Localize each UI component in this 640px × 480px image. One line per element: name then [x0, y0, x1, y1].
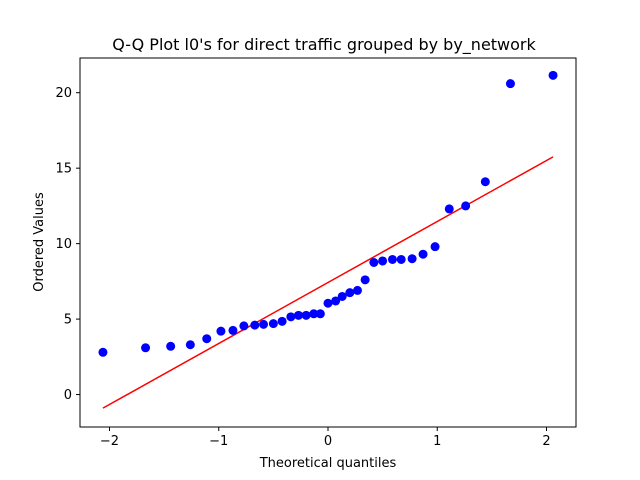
- data-point: [294, 310, 304, 320]
- data-point: [387, 254, 397, 264]
- data-point: [396, 254, 406, 264]
- data-point: [360, 275, 370, 285]
- x-tick-label: 0: [324, 434, 332, 449]
- data-point: [323, 298, 333, 308]
- y-tick-label: 20: [55, 86, 72, 101]
- data-point: [309, 309, 319, 319]
- x-axis-label: Theoretical quantiles: [259, 456, 397, 471]
- data-point: [378, 256, 388, 266]
- y-tick-label: 5: [64, 313, 72, 328]
- y-axis-ticks: 0 5 10 15 20: [55, 86, 80, 403]
- x-tick-label: 1: [433, 434, 441, 449]
- chart-title: Q-Q Plot l0's for direct traffic grouped…: [112, 35, 536, 55]
- data-point: [277, 316, 287, 326]
- data-point: [430, 242, 440, 252]
- data-point: [369, 257, 379, 267]
- data-point: [185, 340, 195, 350]
- data-point: [259, 319, 269, 329]
- data-points: [98, 70, 558, 357]
- data-point: [505, 79, 515, 89]
- data-point: [480, 177, 490, 187]
- data-point: [141, 343, 151, 353]
- y-tick-label: 0: [64, 388, 72, 403]
- data-point: [228, 325, 238, 335]
- data-point: [216, 326, 226, 336]
- data-point: [548, 70, 558, 80]
- data-point: [461, 201, 471, 211]
- data-point: [166, 341, 176, 351]
- x-tick-label: −2: [100, 434, 119, 449]
- data-point: [268, 319, 278, 329]
- data-point: [239, 321, 249, 331]
- y-tick-label: 15: [55, 162, 72, 177]
- data-point: [202, 334, 212, 344]
- data-point: [444, 204, 454, 214]
- data-point: [331, 296, 341, 306]
- reference-fit-line: [102, 156, 554, 409]
- data-point: [345, 288, 355, 298]
- y-axis-label: Ordered Values: [32, 192, 47, 292]
- data-point: [418, 249, 428, 259]
- x-axis-ticks: −2 −1 0 1 2: [100, 427, 551, 449]
- data-point: [315, 309, 325, 319]
- data-point: [301, 310, 311, 320]
- data-point: [98, 347, 108, 357]
- data-point: [250, 320, 260, 330]
- data-point: [407, 254, 417, 264]
- x-tick-label: 2: [542, 434, 550, 449]
- data-point: [352, 285, 362, 295]
- x-tick-label: −1: [209, 434, 228, 449]
- y-tick-label: 10: [55, 237, 72, 252]
- data-point: [337, 291, 347, 301]
- data-point: [286, 312, 296, 322]
